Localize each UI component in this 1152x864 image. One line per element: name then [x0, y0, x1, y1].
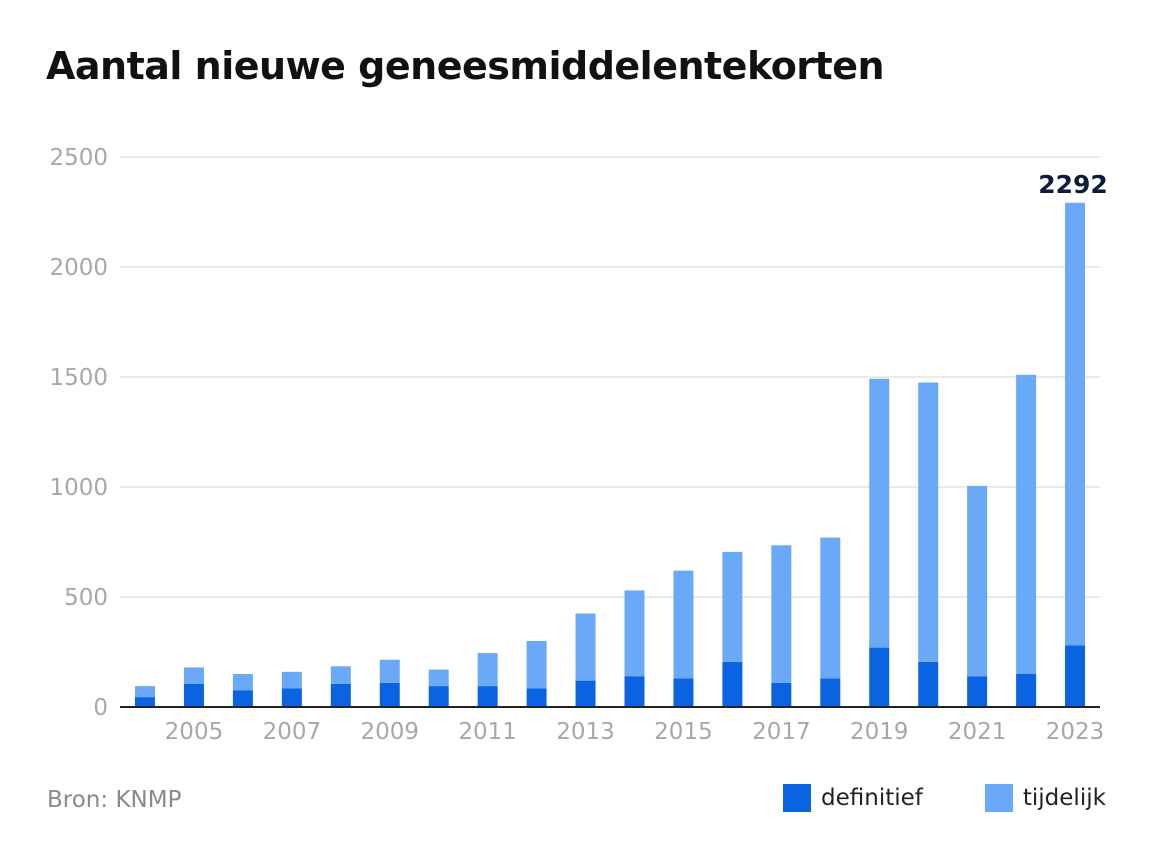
y-tick-label: 2000	[49, 255, 108, 281]
bar-tijdelijk-2015	[673, 570, 694, 679]
legend: definitief tijdelijk	[783, 784, 1106, 812]
chart-title: Aantal nieuwe geneesmiddelentekorten	[46, 44, 885, 88]
bar-tijdelijk-2016	[722, 551, 743, 662]
bar-tijdelijk-2019	[869, 378, 890, 648]
x-axis-labels: 2005 2007 2009 2011 2013 2015 2017 2019 2021 2023	[165, 719, 1105, 745]
bar-definitief-2019	[869, 647, 890, 707]
x-tick-label: 2017	[752, 719, 811, 745]
bar-tijdelijk-2013	[575, 613, 596, 681]
bar-definitief-2005	[183, 683, 204, 707]
y-tick-label: 1500	[49, 365, 108, 391]
y-tick-label: 0	[93, 695, 108, 721]
bar-tijdelijk-2008	[330, 666, 351, 684]
bar-tijdelijk-2017	[771, 545, 792, 683]
bar-definitief-2010	[428, 686, 449, 707]
bars	[135, 202, 1086, 707]
y-tick-label: 500	[64, 585, 108, 611]
bar-definitief-2012	[526, 688, 547, 707]
x-tick-label: 2015	[654, 719, 713, 745]
bar-tijdelijk-2009	[379, 659, 400, 683]
bar-definitief-2017	[771, 682, 792, 707]
bar-tijdelijk-2012	[526, 641, 547, 689]
bar-tijdelijk-2023	[1065, 202, 1086, 646]
bar-chart: 0 500 1000 1500 2000 2500 2005 2007 2009 2011 201…	[49, 145, 1108, 745]
bar-definitief-2013	[575, 680, 596, 707]
bar-definitief-2011	[477, 686, 498, 707]
bar-definitief-2008	[330, 683, 351, 707]
x-tick-label: 2007	[263, 719, 322, 745]
bar-tijdelijk-2018	[820, 537, 841, 679]
x-tick-label: 2009	[360, 719, 419, 745]
y-tick-label: 2500	[49, 145, 108, 171]
bar-tijdelijk-2014	[624, 590, 645, 677]
bar-definitief-2016	[722, 661, 743, 707]
bar-tijdelijk-2022	[1016, 374, 1037, 674]
bar-definitief-2020	[918, 661, 939, 707]
bar-tijdelijk-2011	[477, 653, 498, 687]
bar-tijdelijk-2004	[135, 686, 155, 698]
annotations: 2292	[1038, 170, 1108, 199]
bar-definitief-2009	[379, 682, 400, 707]
bar-tijdelijk-2020	[918, 382, 939, 662]
legend-label-tijdelijk: tijdelijk	[1022, 785, 1106, 811]
bar-definitief-2014	[624, 676, 645, 707]
x-tick-label: 2013	[556, 719, 615, 745]
data-label: 2292	[1038, 170, 1108, 199]
y-axis-labels: 0 500 1000 1500 2000 2500	[49, 145, 108, 721]
x-tick-label: 2023	[1046, 719, 1105, 745]
bar-definitief-2021	[967, 676, 988, 707]
bar-definitief-2023	[1065, 645, 1086, 707]
bar-definitief-2018	[820, 678, 841, 707]
y-tick-label: 1000	[49, 475, 108, 501]
legend-swatch-definitief	[783, 784, 811, 812]
bar-definitief-2004	[135, 697, 155, 707]
bar-tijdelijk-2006	[232, 674, 253, 691]
x-tick-label: 2011	[458, 719, 517, 745]
x-tick-label: 2021	[948, 719, 1007, 745]
grid-lines	[120, 156, 1100, 598]
bar-tijdelijk-2021	[967, 485, 988, 677]
bar-definitief-2007	[281, 688, 302, 707]
bar-definitief-2022	[1016, 674, 1037, 707]
x-tick-label: 2019	[850, 719, 909, 745]
bar-tijdelijk-2007	[281, 671, 302, 689]
bar-tijdelijk-2005	[183, 667, 204, 684]
source-note: Bron: KNMP	[47, 787, 182, 813]
x-tick-label: 2005	[165, 719, 224, 745]
legend-item-definitief: definitief	[783, 784, 923, 812]
bar-tijdelijk-2010	[428, 669, 449, 687]
bar-definitief-2006	[232, 690, 253, 707]
legend-swatch-tijdelijk	[984, 784, 1013, 812]
bar-definitief-2015	[673, 678, 694, 707]
legend-label-definitief: definitief	[821, 785, 923, 811]
legend-item-tijdelijk: tijdelijk	[984, 784, 1106, 812]
